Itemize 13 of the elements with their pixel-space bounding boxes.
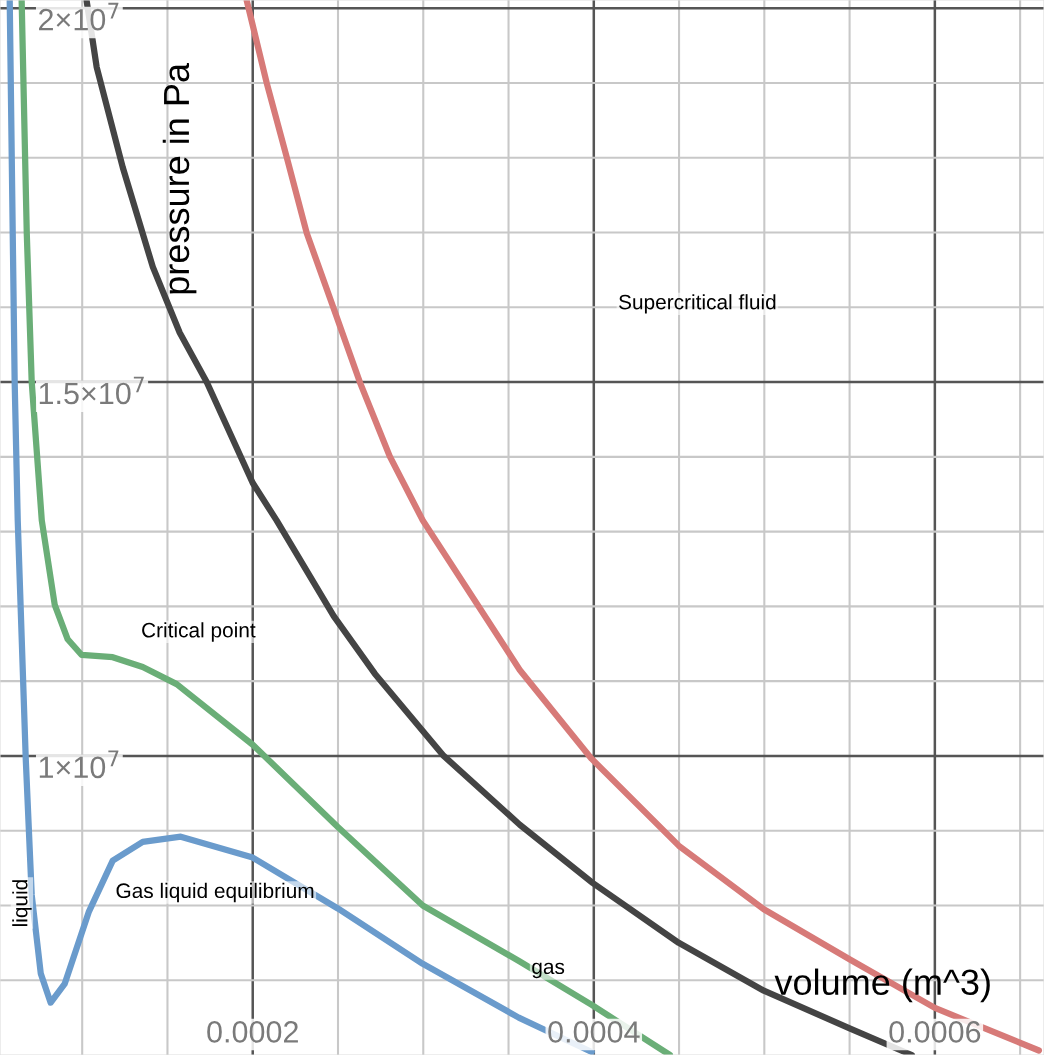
x-axis-title: volume (m^3) xyxy=(774,968,990,1003)
annotation: gas xyxy=(532,962,565,979)
annotation: Critical point xyxy=(142,622,256,642)
annotation: Gas liquid equilibrium xyxy=(116,882,314,903)
annotation: Supercritical fluid xyxy=(619,294,776,314)
y-tick-label: 1.5×10$^{7}$ xyxy=(39,376,144,405)
x-tick-label: 0.0006 xyxy=(889,1021,981,1043)
y-tick-label: 2×10$^{7}$ xyxy=(39,2,119,31)
x-tick-label: 0.0004 xyxy=(548,1021,640,1043)
y-axis-title: pressure in Pa xyxy=(162,62,197,294)
y-tick-label: 1×10$^{7}$ xyxy=(39,750,119,779)
annotation: liquid xyxy=(12,880,32,926)
x-tick-label: 0.0002 xyxy=(207,1021,298,1043)
